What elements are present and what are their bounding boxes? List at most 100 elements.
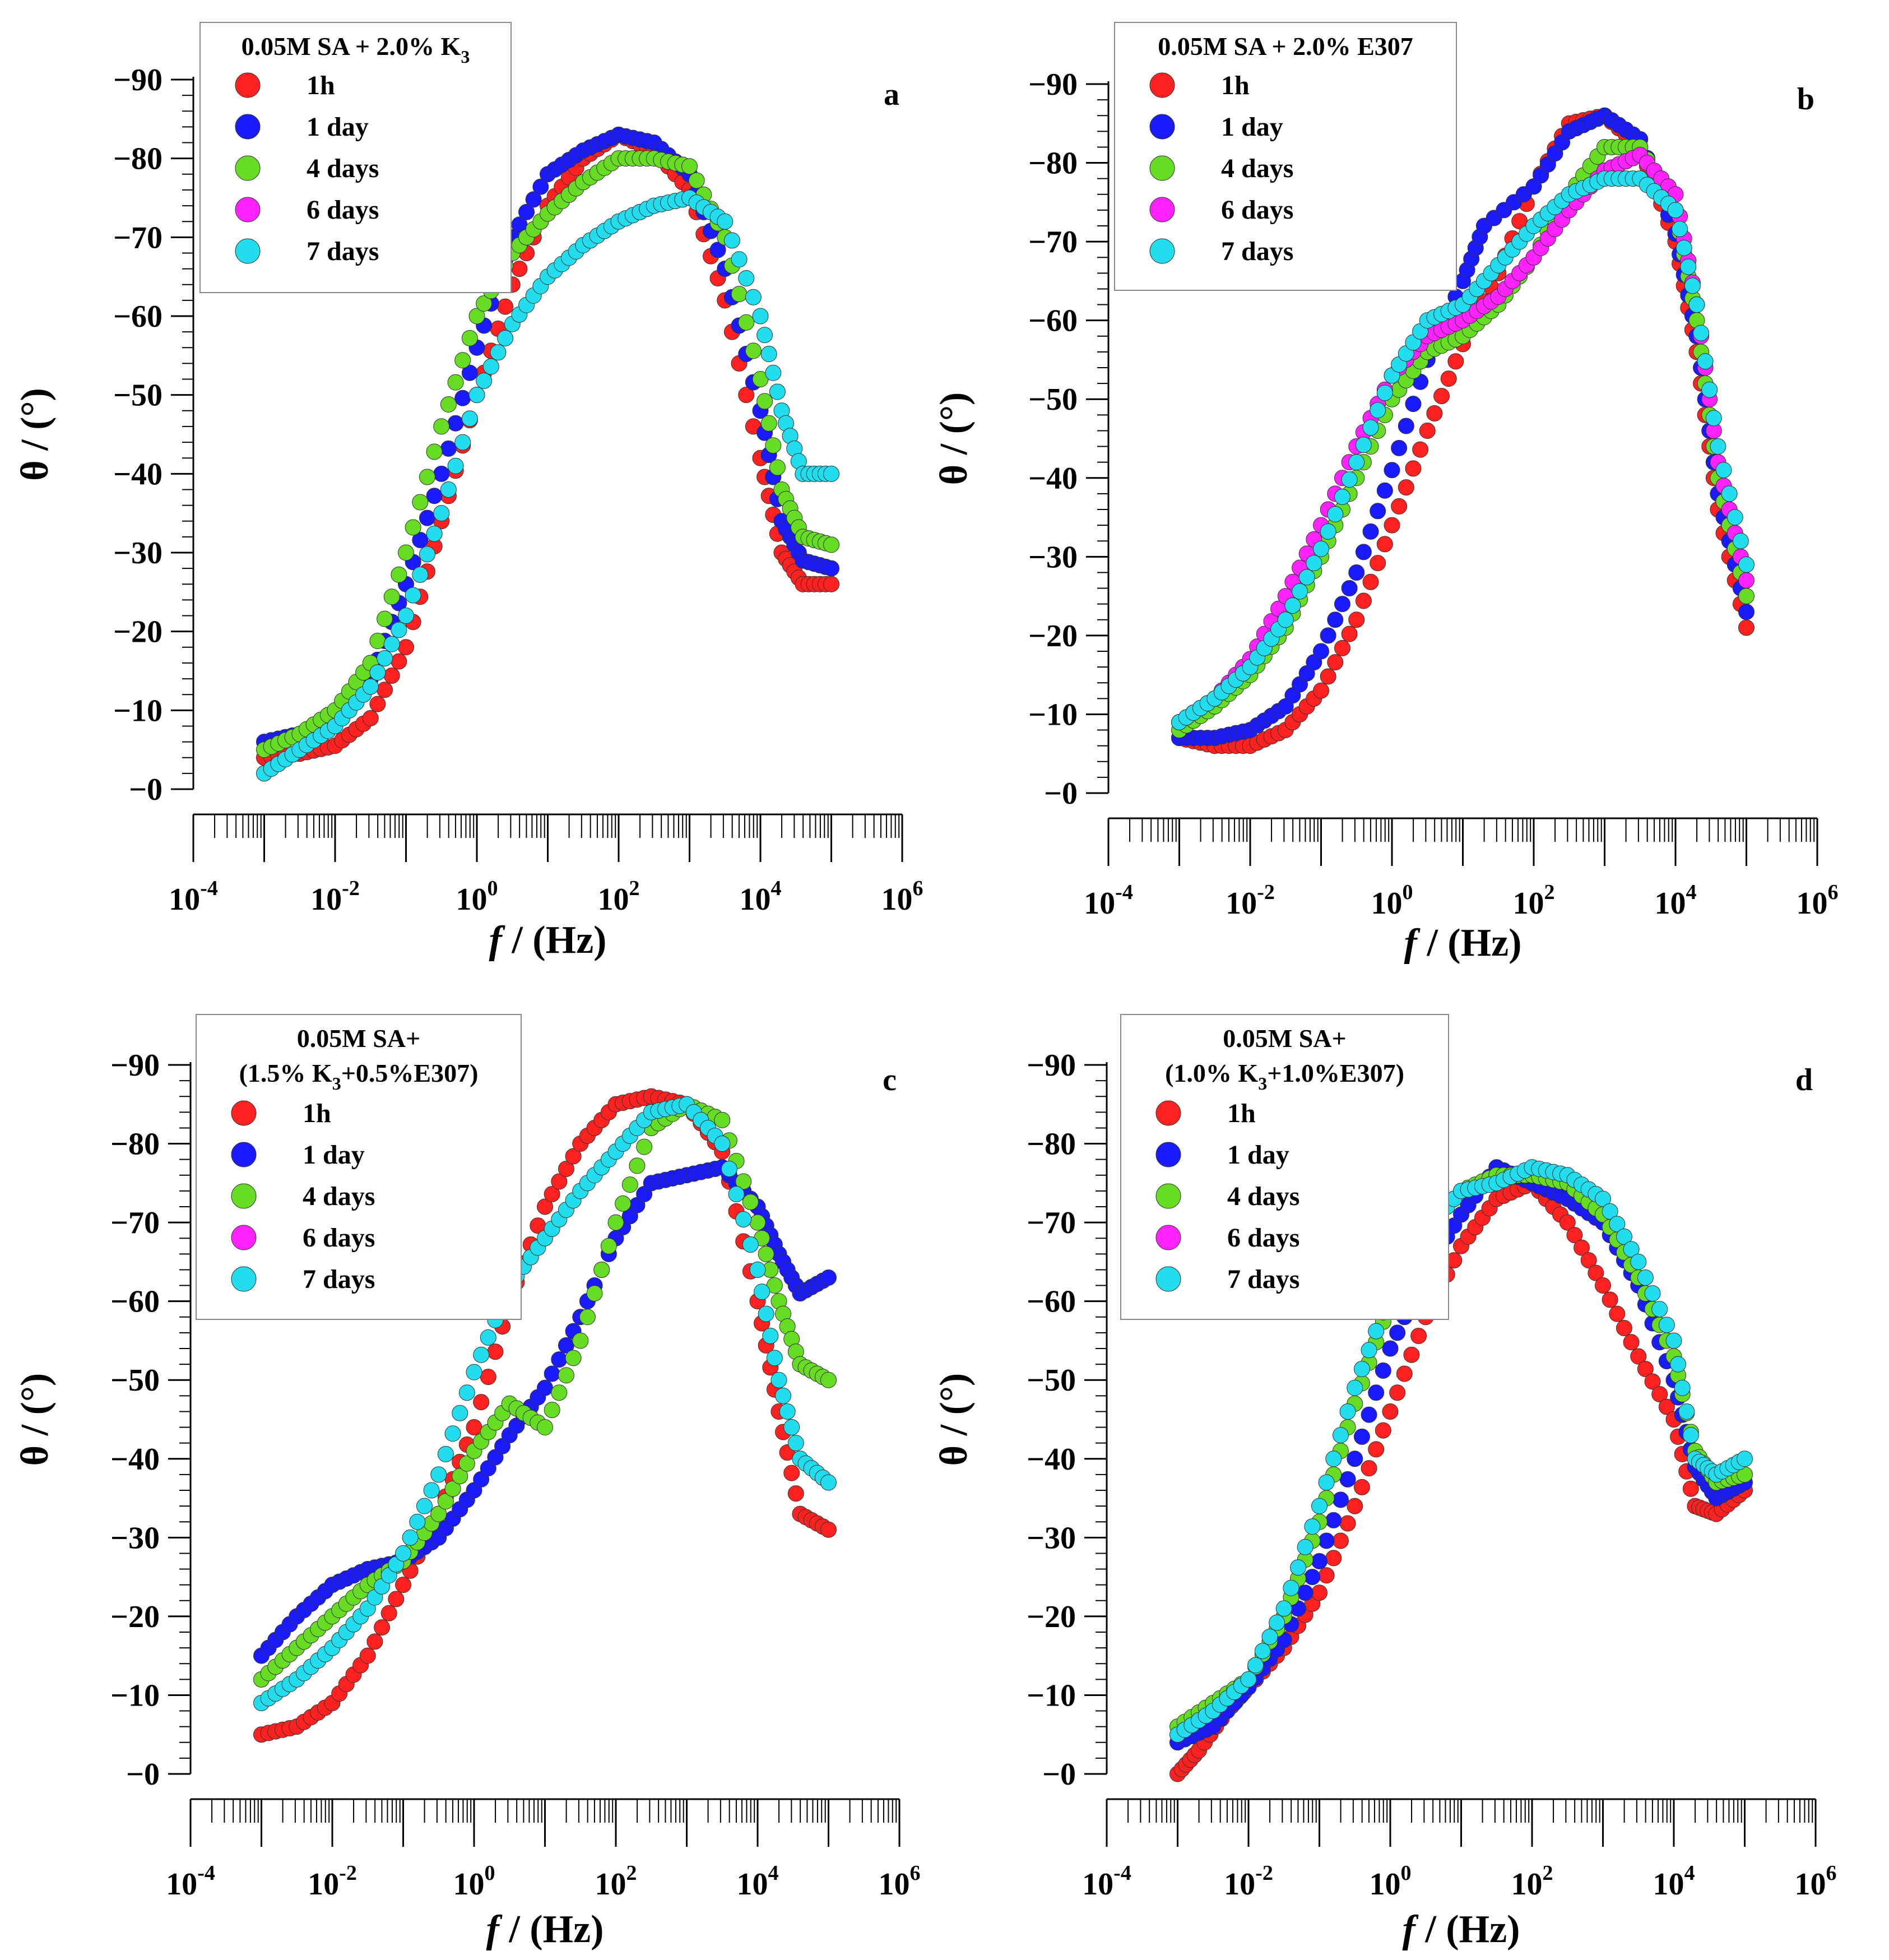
data-point <box>1334 596 1350 613</box>
data-point <box>820 1521 837 1538</box>
data-point <box>433 465 450 482</box>
data-point <box>490 344 507 361</box>
data-point <box>374 1619 391 1636</box>
data-point <box>600 1238 617 1254</box>
x-axis-title: f / (Hz) <box>1403 1908 1520 1951</box>
data-point <box>551 1384 568 1401</box>
data-point <box>593 1261 610 1278</box>
data-point <box>1304 1518 1321 1535</box>
y-tick-label: −0 <box>129 772 163 807</box>
panel-letter: d <box>1795 1063 1813 1097</box>
data-point <box>1370 555 1386 572</box>
data-point <box>1602 1291 1618 1308</box>
data-point <box>466 1364 482 1380</box>
y-tick-label: −60 <box>110 1285 160 1319</box>
data-point <box>398 639 414 656</box>
x-tick-label: 106 <box>1795 1861 1837 1902</box>
data-point <box>1391 498 1408 515</box>
data-point <box>1318 1532 1335 1549</box>
data-point <box>1334 489 1350 506</box>
data-point <box>1705 410 1722 427</box>
legend-marker <box>235 197 261 223</box>
data-point <box>383 667 400 684</box>
y-tick-label: −40 <box>113 457 163 492</box>
data-point <box>1396 1365 1413 1382</box>
data-point <box>437 1493 454 1510</box>
data-point <box>426 443 443 460</box>
data-point <box>1684 277 1701 294</box>
x-tick-label: 100 <box>453 1861 495 1902</box>
legend-label: 6 days <box>307 195 379 225</box>
y-tick-label: −10 <box>110 1678 160 1713</box>
panel-letter: b <box>1797 82 1814 117</box>
data-point <box>738 270 755 286</box>
y-tick-label: −20 <box>1028 619 1078 654</box>
data-point <box>783 1465 800 1481</box>
data-point <box>1595 1190 1611 1207</box>
data-point <box>1738 588 1755 605</box>
y-tick-label: −20 <box>113 615 163 650</box>
data-point <box>820 1371 837 1388</box>
data-point <box>681 158 698 175</box>
y-tick-label: −90 <box>113 63 163 98</box>
data-point <box>1588 1264 1604 1281</box>
data-point <box>383 589 400 605</box>
x-tick-label: 102 <box>595 1861 637 1902</box>
data-point <box>1347 1498 1363 1514</box>
data-point <box>419 469 435 485</box>
y-tick-label: −40 <box>110 1442 160 1477</box>
y-tick-label: −20 <box>1027 1600 1076 1634</box>
x-tick-label: 104 <box>740 877 782 917</box>
data-point <box>544 1186 560 1203</box>
data-point <box>1665 1332 1682 1349</box>
data-point <box>1254 1643 1271 1660</box>
data-point <box>607 1214 624 1231</box>
data-point <box>476 372 493 389</box>
data-point <box>714 1136 731 1152</box>
legend-title: 0.05M SA+ <box>1223 1024 1346 1053</box>
data-point <box>482 358 499 375</box>
data-point <box>366 1633 383 1650</box>
data-point <box>1348 611 1365 628</box>
y-tick-label: −10 <box>1028 697 1078 732</box>
data-point <box>377 650 393 666</box>
data-point <box>1339 1471 1356 1488</box>
data-point <box>1361 1342 1377 1359</box>
data-point <box>440 440 457 457</box>
panel-letter: a <box>884 77 899 112</box>
data-point <box>1313 540 1329 557</box>
data-point <box>454 434 471 451</box>
data-point <box>409 1513 426 1530</box>
data-point <box>615 1195 632 1212</box>
data-point <box>1313 682 1329 699</box>
series-7-days <box>256 189 839 782</box>
data-point <box>537 1198 553 1215</box>
x-tick-label: 104 <box>1655 881 1697 921</box>
x-tick-label: 106 <box>881 877 923 917</box>
data-point <box>1737 1451 1753 1467</box>
legend-title: 0.05M SA + 2.0% E307 <box>1158 32 1413 61</box>
data-point <box>1327 611 1344 628</box>
data-point <box>1368 1323 1385 1340</box>
data-point <box>476 295 493 312</box>
data-point <box>461 330 478 346</box>
data-point <box>621 1176 638 1193</box>
data-point <box>709 242 726 258</box>
data-point <box>1732 532 1749 549</box>
data-point <box>1433 388 1450 405</box>
data-point <box>1341 580 1358 597</box>
data-point <box>1376 384 1393 401</box>
x-tick-label: 106 <box>879 1861 921 1902</box>
data-point <box>1370 503 1386 520</box>
data-point <box>383 636 400 652</box>
legend-label: 1 day <box>1227 1140 1289 1170</box>
data-point <box>391 622 407 638</box>
data-point <box>731 251 748 268</box>
panel-a: −90 −80 −70 −60 −50 −40 −30 −20 −10 −0 10-4 10-2 100… <box>13 22 923 962</box>
data-point <box>765 364 782 381</box>
data-point <box>377 610 393 627</box>
data-point <box>362 710 379 726</box>
data-point <box>1630 1253 1647 1270</box>
data-point <box>454 390 471 406</box>
